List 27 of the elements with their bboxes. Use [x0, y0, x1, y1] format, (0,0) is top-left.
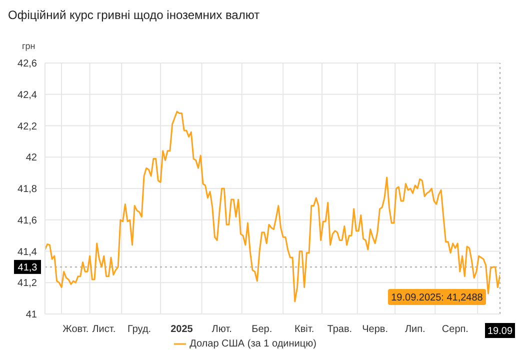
y-tick-label: 42,2: [18, 121, 38, 132]
y-tick-label: 41: [26, 310, 38, 321]
y-axis-title: грн: [22, 41, 36, 51]
x-tick-label: Бер.: [252, 324, 272, 335]
y-tick-label: 41,4: [18, 246, 38, 258]
annotation: 19.09.2025: 41,2488: [391, 292, 484, 304]
x-tick-label: Трав.: [327, 324, 352, 335]
y-tick-label: 41,6: [18, 215, 38, 226]
x-tick-label: 19.09: [487, 326, 513, 337]
chart-title: Офіційний курс гривні щодо іноземних валют: [8, 8, 260, 22]
ref-line-label: 41,3: [18, 262, 38, 274]
y-tick-label: 42,4: [18, 90, 38, 101]
y-tick-label: 41,2: [18, 278, 38, 290]
legend-label: Долар США (за 1 одиницю): [190, 338, 316, 350]
y-tick-label: 42,6: [18, 58, 38, 70]
x-tick-label: Груд.: [128, 324, 152, 335]
x-tick-label: Черв.: [362, 324, 388, 335]
x-tick-label: Жовт.: [62, 324, 89, 335]
x-tick-label: 2025: [170, 324, 194, 335]
x-tick-label: Лип.: [404, 324, 426, 335]
y-tick-label: 42: [26, 152, 38, 164]
x-tick-label: Лист.: [92, 324, 116, 335]
y-tick-label: 41,8: [18, 184, 38, 196]
line-series: [45, 110, 500, 302]
x-tick-label: Лют.: [212, 324, 232, 335]
x-tick-label: Серп.: [442, 324, 468, 335]
x-tick-label: Квіт.: [294, 324, 314, 335]
